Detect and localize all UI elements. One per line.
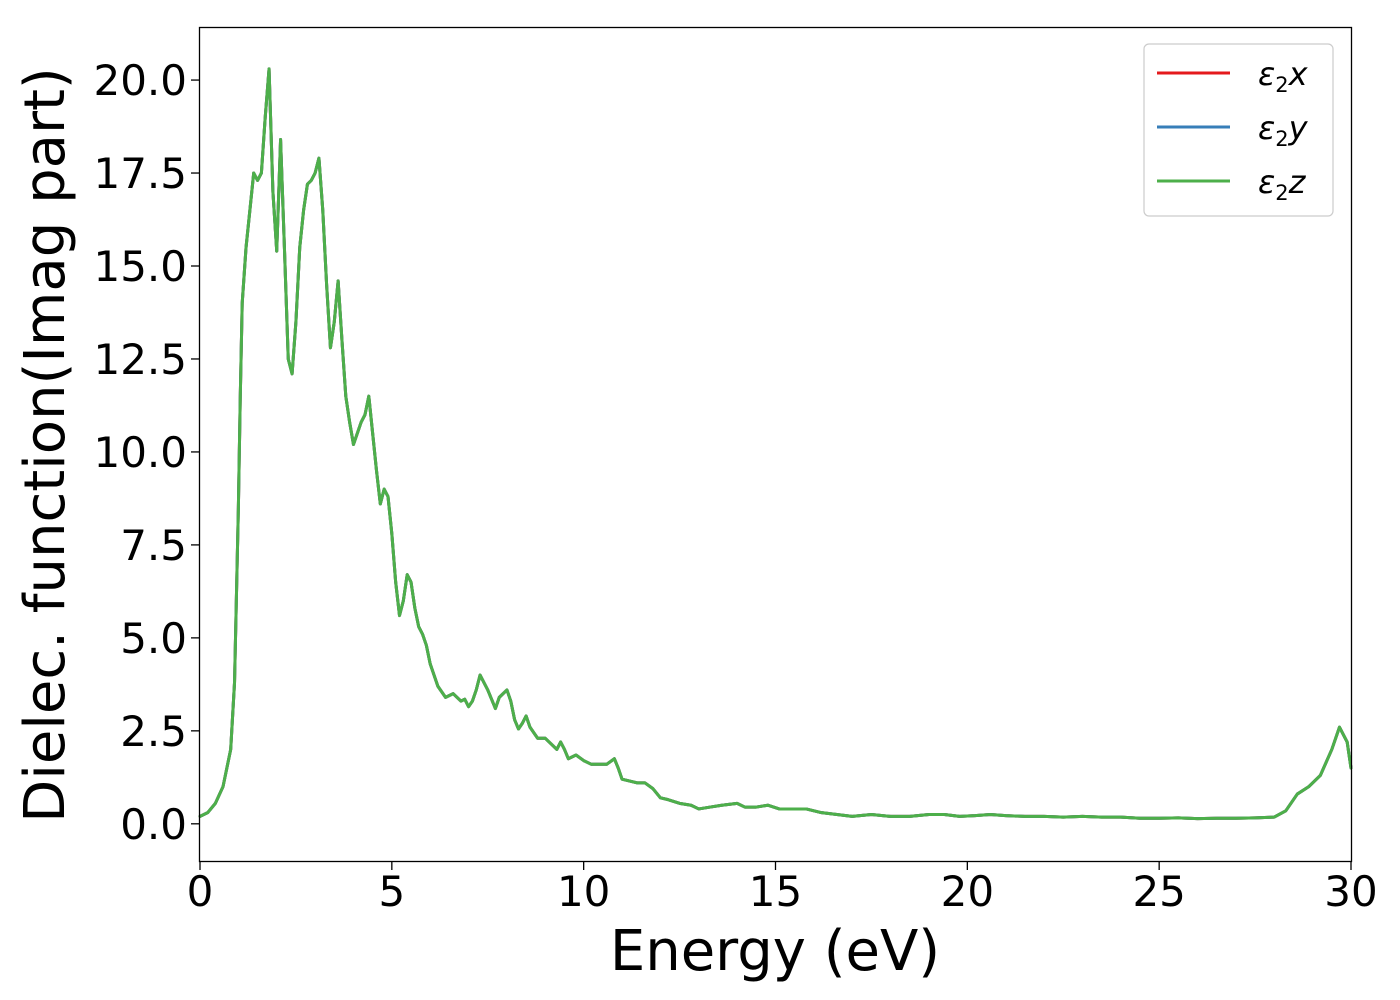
y-tick-label: 7.5 (120, 521, 187, 570)
y-tick-label: 12.5 (93, 335, 187, 384)
x-tick-label: 0 (187, 867, 214, 916)
x-tick-label: 25 (1132, 867, 1185, 916)
y-tick-label: 20.0 (93, 56, 187, 105)
x-axis-label: Energy (eV) (610, 919, 940, 984)
ticks-layer: 0 5 10 15 20 25 30 0.0 2.5 5.0 7.5 10.0 12.5 15.0 17.5… (93, 56, 1377, 916)
x-tick-label: 5 (378, 867, 405, 916)
y-tick-label: 17.5 (93, 149, 187, 198)
y-tick-label: 5.0 (120, 614, 187, 663)
legend-label: ε2x (1258, 55, 1309, 97)
x-tick-label: 15 (749, 867, 802, 916)
legend: ε2x ε2y ε2z (1143, 43, 1334, 217)
x-tick-label: 30 (1324, 867, 1377, 916)
y-tick-label: 15.0 (93, 242, 187, 291)
x-tick-label: 20 (941, 867, 994, 916)
legend-box (1143, 43, 1334, 217)
x-tick-label: 10 (557, 867, 610, 916)
legend-label: ε2y (1258, 109, 1309, 151)
y-tick-label: 0.0 (120, 800, 187, 849)
y-tick-label: 2.5 (120, 707, 187, 756)
y-axis-label: Dielec. function(Imag part) (13, 67, 78, 823)
y-tick-label: 10.0 (93, 428, 187, 477)
series-layer (198, 67, 1353, 821)
legend-label: ε2z (1258, 163, 1307, 205)
series-line-3 (198, 67, 1353, 821)
